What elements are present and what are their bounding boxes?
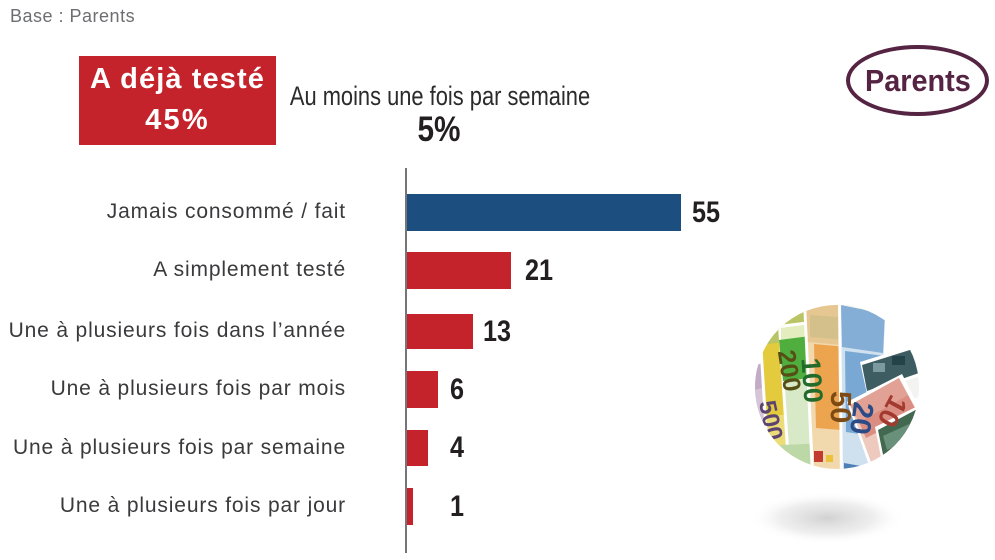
svg-text:50: 50 bbox=[824, 391, 857, 424]
svg-text:20: 20 bbox=[843, 400, 879, 436]
svg-text:100: 100 bbox=[795, 357, 828, 404]
svg-text:200: 200 bbox=[772, 348, 806, 394]
